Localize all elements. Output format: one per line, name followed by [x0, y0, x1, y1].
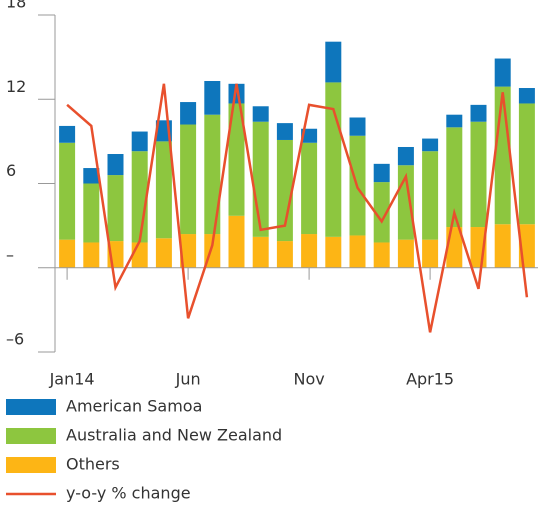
bar-segment — [83, 168, 100, 184]
legend-swatch — [6, 457, 56, 473]
bar-segment — [180, 102, 197, 125]
bar-segment — [204, 114, 221, 235]
legend-label: y-o-y % change — [66, 484, 191, 503]
bar-segment — [422, 239, 439, 268]
bar-segment — [349, 235, 366, 268]
x-tick-label: Jun — [175, 370, 201, 389]
bar-segment — [494, 58, 511, 87]
legend-label: Others — [66, 455, 120, 474]
x-tick-label: Jan14 — [49, 370, 95, 389]
y-tick-label: 6 — [6, 161, 16, 180]
bar-segment — [422, 151, 439, 240]
bar-segment — [397, 239, 414, 268]
bar-segment — [131, 242, 148, 268]
bar-segment — [107, 154, 124, 176]
line — [66, 83, 529, 333]
bar-segment — [131, 131, 148, 152]
bar-segment — [180, 234, 197, 268]
bar-segment — [252, 121, 269, 237]
bar-segment — [470, 104, 487, 122]
bar-segment — [325, 82, 342, 237]
y-tick-label: –6 — [6, 330, 24, 349]
bar-segment — [301, 128, 318, 143]
bar-segment — [180, 124, 197, 235]
bar-segment — [107, 175, 124, 242]
bar-segment — [373, 242, 390, 268]
bar-segment — [422, 138, 439, 152]
bar-segment — [228, 103, 245, 216]
legend-swatch — [6, 399, 56, 415]
bar-segment — [518, 88, 535, 104]
bar-segment — [276, 123, 293, 140]
x-tick-label: Nov — [293, 370, 324, 389]
bar-segment — [83, 242, 100, 268]
bar-segment — [276, 241, 293, 268]
bar-segment — [494, 224, 511, 268]
bar-segment — [446, 127, 463, 228]
legend-label: Australia and New Zealand — [66, 426, 282, 445]
bar-segment — [301, 234, 318, 268]
bar-segment — [397, 146, 414, 166]
bar-segment — [301, 142, 318, 235]
bar-segment — [373, 182, 390, 243]
bar-segment — [446, 114, 463, 128]
bar-segment — [373, 163, 390, 183]
legend-swatch — [6, 428, 56, 444]
bar-segment — [204, 80, 221, 115]
bar-segment — [494, 86, 511, 225]
bar-segment — [470, 121, 487, 228]
bar-segment — [155, 141, 172, 239]
bar-segment — [83, 183, 100, 243]
bar-segment — [325, 236, 342, 268]
bar-segment — [59, 125, 76, 143]
bar-segment — [59, 239, 76, 268]
x-tick-label: Apr15 — [406, 370, 454, 389]
legend-label: American Samoa — [66, 397, 202, 416]
bar-segment — [59, 142, 76, 240]
bar-segment — [276, 139, 293, 242]
bar-segment — [349, 117, 366, 136]
bar-segment — [252, 236, 269, 268]
bar-segment — [518, 103, 535, 225]
bar-segment — [325, 41, 342, 83]
y-tick-label: 12 — [6, 77, 26, 96]
bar-segment — [228, 215, 245, 268]
bar-segment — [155, 238, 172, 268]
y-tick-label: – — [6, 245, 14, 264]
y-tick-label: 18 — [6, 0, 26, 12]
bar-segment — [252, 106, 269, 122]
bar-segment — [228, 83, 245, 104]
